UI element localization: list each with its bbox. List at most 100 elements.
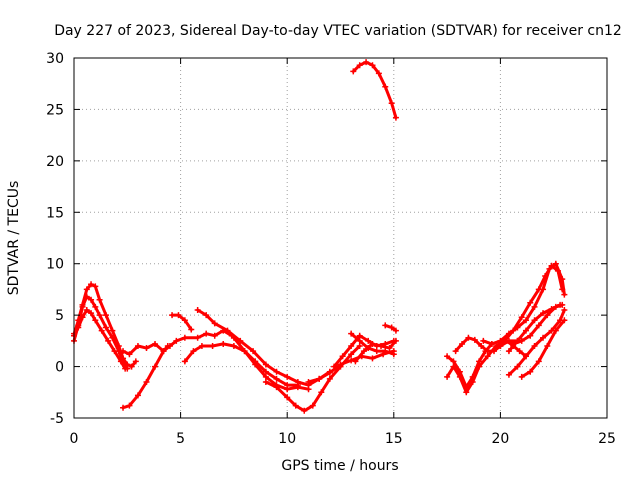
y-tick-labels: -5 0 5 10 15 20 25 30 [46, 51, 64, 427]
data-point [109, 327, 116, 334]
data-point [348, 330, 355, 337]
data-point [252, 361, 259, 368]
data-point [316, 375, 323, 382]
data-point [294, 379, 301, 385]
data-point [352, 358, 359, 365]
data-point [514, 337, 521, 344]
data-point [356, 62, 363, 69]
series-track-y [518, 317, 568, 380]
data-point [211, 332, 218, 339]
data-point [561, 291, 568, 298]
data-point [548, 305, 555, 312]
data-point [531, 303, 538, 310]
data-point [518, 314, 525, 321]
data-point [522, 327, 529, 334]
data-point [505, 371, 512, 378]
data-point [305, 379, 312, 385]
data-point [292, 402, 299, 409]
series-line [520, 318, 566, 379]
data-point [284, 373, 291, 380]
data-point [544, 312, 551, 319]
data-point [365, 337, 372, 344]
data-point [356, 343, 363, 349]
data-point [309, 402, 316, 409]
data-point [262, 361, 269, 368]
data-point [83, 307, 90, 313]
data-point [230, 334, 237, 341]
data-point [548, 262, 555, 269]
data-point [527, 299, 534, 306]
data-point [273, 368, 280, 375]
data-point [188, 326, 195, 333]
data-point [392, 337, 399, 344]
data-point [88, 310, 95, 317]
data-point [348, 357, 355, 364]
data-point [450, 358, 457, 365]
series-track-n [348, 330, 397, 358]
data-point [203, 312, 210, 319]
y-tick-label: 10 [46, 257, 64, 273]
data-point [83, 293, 90, 300]
series-track-m [352, 337, 399, 365]
data-point [369, 340, 376, 347]
data-point [386, 345, 393, 352]
series-track-c [71, 307, 129, 372]
data-point [96, 312, 103, 319]
data-point [527, 332, 534, 339]
data-point [109, 334, 116, 341]
data-point [518, 373, 525, 380]
data-point [181, 358, 188, 365]
series-track-r [444, 340, 495, 391]
data-point [375, 70, 382, 77]
data-point [356, 337, 363, 344]
data-point [134, 392, 141, 399]
data-point [194, 334, 201, 341]
data-point [348, 343, 355, 349]
data-point [535, 286, 542, 293]
data-point [557, 301, 564, 308]
data-point [241, 348, 248, 355]
data-point [211, 320, 218, 327]
data-point [209, 343, 216, 349]
series-line [183, 342, 300, 387]
series-track-p [350, 59, 399, 121]
data-point [527, 368, 534, 375]
data-point [392, 327, 399, 334]
data-point [301, 407, 308, 414]
data-point [535, 322, 542, 329]
data-point [88, 281, 95, 288]
data-point [382, 83, 389, 90]
data-point [152, 363, 159, 370]
data-point [173, 337, 180, 344]
series-line [507, 308, 566, 377]
data-point [559, 286, 566, 293]
data-point [83, 286, 90, 293]
data-point [224, 327, 231, 334]
data-point [111, 348, 118, 355]
data-point [382, 348, 389, 355]
data-point [273, 384, 280, 391]
data-series [71, 59, 568, 414]
data-point [203, 330, 210, 337]
x-axis-label: GPS time / hours [281, 458, 398, 474]
data-point [273, 375, 280, 382]
data-point [237, 337, 244, 344]
data-point [488, 340, 495, 347]
data-point [561, 307, 568, 313]
data-point [484, 348, 491, 355]
data-point [194, 307, 201, 313]
data-point [369, 355, 376, 362]
data-point [510, 327, 517, 334]
data-point [160, 348, 167, 355]
data-point [452, 348, 459, 355]
data-point [305, 386, 312, 393]
data-point [132, 358, 139, 365]
x-tick-label: 0 [70, 431, 79, 447]
x-tick-label: 25 [598, 431, 616, 447]
data-point [143, 379, 150, 385]
series-track-e [120, 327, 235, 358]
data-point [337, 361, 344, 368]
data-point [514, 363, 521, 370]
